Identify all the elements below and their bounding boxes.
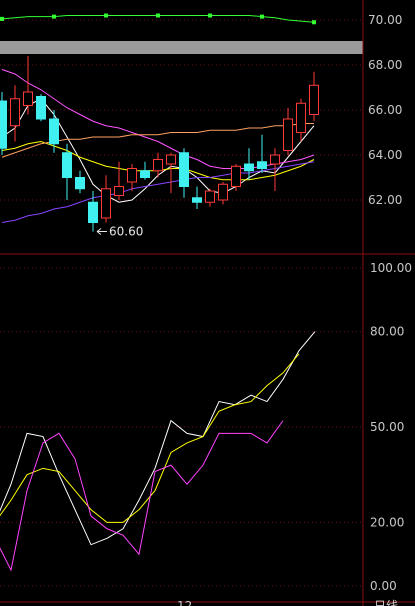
annotation-arrow [96, 228, 107, 235]
candle-body [88, 201, 98, 223]
candle-body [75, 177, 85, 190]
price-tick-label: 68.00 [368, 58, 402, 72]
indicator-panel-grid [0, 267, 363, 587]
candle-body [62, 152, 72, 178]
candlestick [0, 92, 7, 155]
period-label: 日线 [374, 599, 398, 606]
price-tick-label: 62.00 [368, 193, 402, 207]
candle-body [244, 163, 254, 172]
candlestick [257, 134, 267, 173]
candlestick [244, 148, 254, 180]
candlestick [283, 107, 293, 155]
price-tick-label: 64.00 [368, 148, 402, 162]
candlestick [36, 94, 46, 122]
candlestick [114, 161, 124, 200]
candle-body [101, 188, 111, 219]
candle-body [140, 170, 150, 178]
candle-body [231, 165, 241, 187]
indicator-tick-label: 80.00 [370, 325, 404, 339]
indicator-dot [260, 14, 264, 19]
price-tick-label: 70.00 [368, 13, 402, 27]
indicator-dot [52, 14, 56, 19]
candle-body [218, 183, 228, 201]
candlestick [62, 143, 72, 200]
indicator-line [0, 331, 316, 546]
price-panel-header-bar [0, 41, 363, 54]
candlestick [296, 98, 306, 142]
candle-body [23, 91, 33, 106]
candle-body [114, 186, 124, 196]
candlestick [270, 148, 280, 191]
indicator-lines [0, 331, 316, 572]
candle-body [166, 154, 176, 165]
candlestick [49, 110, 59, 153]
candle-body [257, 161, 267, 169]
candle-body [309, 84, 319, 115]
annotation-text: 60.60 [109, 225, 143, 239]
candle-body [153, 159, 163, 172]
candle-body [0, 100, 7, 149]
candlestick [192, 186, 202, 209]
indicator-dot [156, 13, 160, 18]
candlestick [205, 188, 215, 207]
candlesticks [0, 56, 319, 232]
candle-body [179, 152, 189, 187]
candlestick [218, 182, 228, 205]
candlestick [75, 170, 85, 194]
indicator-line [0, 353, 300, 523]
candlestick [309, 71, 319, 122]
candlestick [153, 152, 163, 178]
indicator-axis-ticks: 100.00 80.00 50.00 20.00 0.00 [370, 261, 412, 593]
candle-body [270, 154, 280, 165]
candlestick [179, 148, 189, 198]
candle-body [36, 96, 46, 120]
candlestick [23, 56, 33, 115]
x-axis-tick-label: 12 [177, 599, 192, 606]
indicator-dot [0, 16, 4, 21]
indicator-dot [312, 20, 316, 25]
indicator-dot [104, 13, 108, 18]
candlestick [127, 164, 137, 191]
min-price-annotation: 60.60 [96, 225, 143, 239]
indicator-line [0, 420, 284, 572]
candle-body [10, 98, 20, 127]
indicator-tick-label: 100.00 [370, 261, 412, 275]
candle-body [192, 197, 202, 203]
candle-body [283, 118, 293, 151]
candle-body [49, 118, 59, 145]
candlestick [140, 161, 150, 180]
candle-body [127, 168, 137, 183]
candlestick [231, 164, 241, 191]
price-panel-grid [0, 19, 363, 201]
candlestick [10, 85, 20, 142]
indicator-tick-label: 20.00 [370, 515, 404, 529]
price-tick-label: 66.00 [368, 103, 402, 117]
indicator-tick-label: 50.00 [370, 420, 404, 434]
candlestick [88, 191, 98, 232]
candlestick [101, 175, 111, 223]
price-axis-ticks: 70.00 68.00 66.00 64.00 62.00 [368, 13, 402, 207]
candle-body [205, 190, 215, 203]
candle-body [296, 102, 306, 133]
candlestick [166, 152, 176, 194]
indicator-dot [208, 13, 212, 18]
indicator-tick-label: 0.00 [370, 579, 397, 593]
